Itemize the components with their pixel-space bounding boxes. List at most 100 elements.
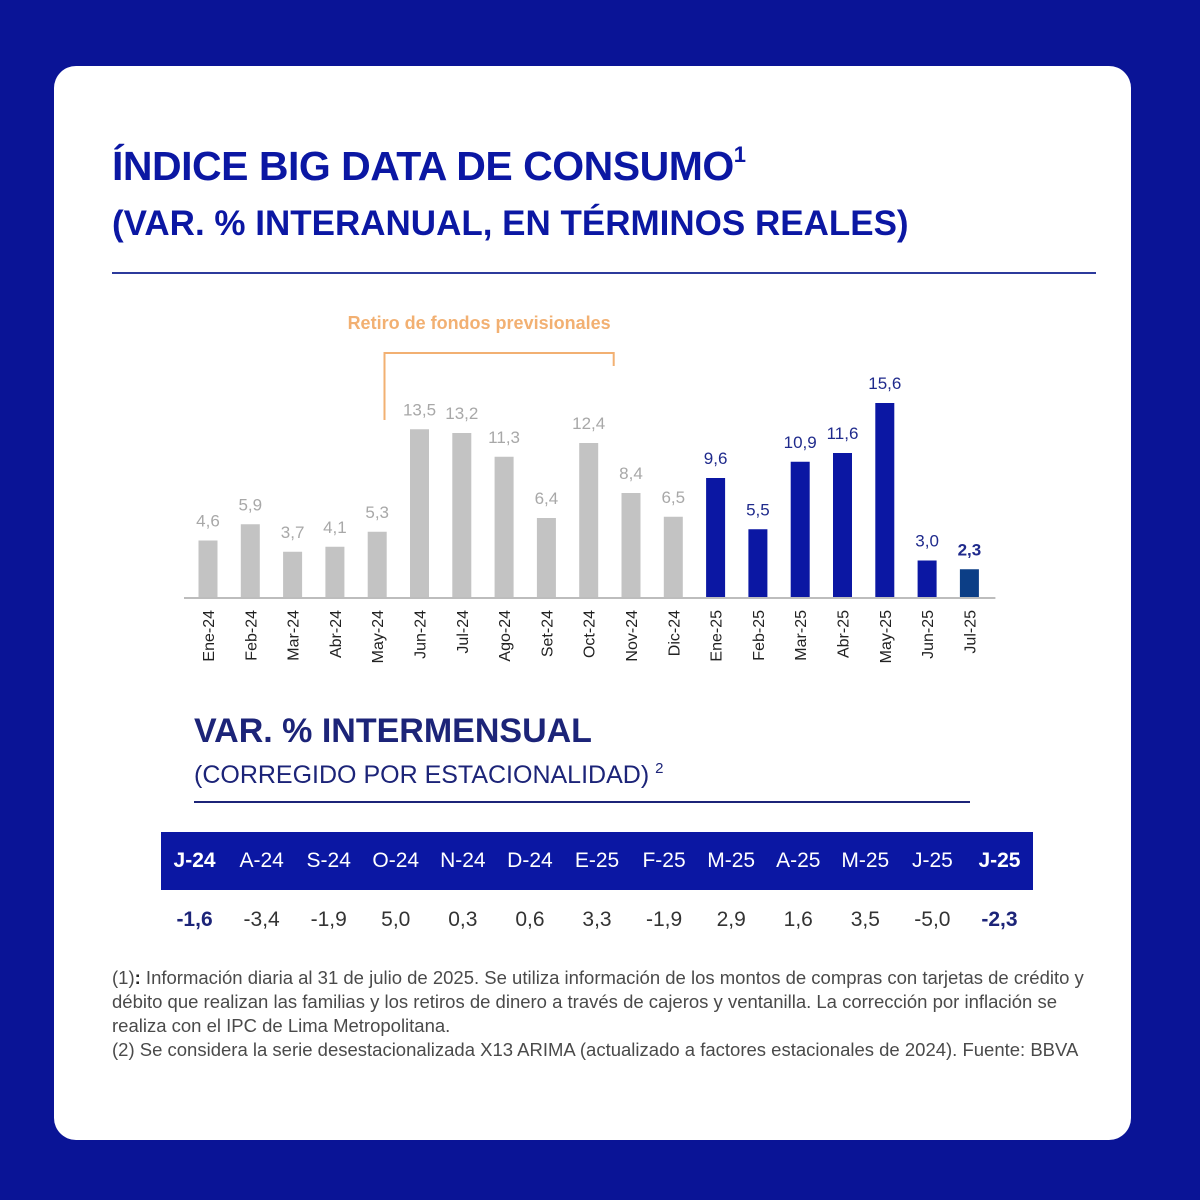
bar-jul-24 (452, 433, 472, 598)
footnote-1-text: Información diaria al 31 de julio de 202… (112, 967, 1084, 1036)
footnote-2: (2) Se considera la serie desestacionali… (112, 1039, 1079, 1060)
value-label-ago-24: 11,3 (488, 428, 520, 447)
bar-ago-24 (494, 456, 514, 598)
mom-header-cell: M-25 (841, 849, 890, 872)
x-tick-may-25: May-25 (878, 610, 895, 663)
mom-value-cell: 5,0 (381, 908, 411, 931)
mom-header-cell: O-24 (372, 849, 420, 872)
x-tick-ago-24: Ago-24 (497, 610, 514, 662)
x-tick-feb-24: Feb-24 (243, 610, 260, 661)
x-tick-labels: Ene-24 Feb-24 Mar-24 Abr-24 May-24 Jun-24 Jul-… (201, 610, 979, 663)
mom-value-cell: -1,6 (176, 908, 213, 931)
bar-mar-24 (283, 551, 303, 598)
annotation-bracket (383, 352, 615, 420)
footnote-1: (1): Información diaria al 31 de julio d… (112, 966, 1102, 1038)
x-tick-feb-25: Feb-25 (751, 610, 768, 661)
value-label-jun-24: 13,5 (403, 400, 436, 419)
value-label-oct-24: 12,4 (572, 414, 605, 433)
bar-abr-25 (833, 453, 852, 598)
x-tick-oct-24: Oct-24 (582, 610, 599, 658)
annotation-label: Retiro de fondos previsionales (348, 313, 611, 333)
bar-jul-25 (959, 569, 979, 598)
bar-ene-24 (198, 540, 218, 598)
mom-value-cell: -1,9 (645, 908, 683, 931)
value-label-dic-24: 6,5 (661, 488, 685, 507)
bar-feb-24 (240, 524, 260, 598)
value-label-feb-24: 5,9 (238, 495, 262, 514)
footnotes: (1): Información diaria al 31 de julio d… (112, 966, 1102, 1062)
mom-values-row: -1,6 -3,4 -1,9 5,0 0,3 0,6 3,3 -1,9 2,9 1,6 3,5 -5,… (161, 890, 1033, 950)
title-divider (112, 272, 1096, 274)
mom-header-cell: J-25 (978, 849, 1021, 872)
bar-ene-25 (706, 478, 726, 598)
value-labels: 4,6 5,9 3,7 4,1 5,3 13,5 13,2 11,3 6,4 12,4 8,4 6,5… (196, 374, 981, 559)
bar-series (198, 403, 979, 598)
mom-value-cell: -1,9 (310, 908, 347, 931)
mom-value-cell: 3,3 (582, 908, 612, 931)
x-tick-ene-25: Ene-25 (709, 610, 726, 662)
x-tick-may-24: May-24 (370, 610, 387, 663)
mom-value-cell: 0,6 (515, 908, 545, 931)
mom-value-cell: -5,0 (914, 908, 951, 931)
mom-table: J-24 A-24 S-24 O-24 N-24 D-24 E-25 F-25 M-25 A-25… (161, 832, 1033, 950)
bar-jun-25 (917, 560, 937, 598)
page-subtitle: (VAR. % INTERANUAL, EN TÉRMINOS REALES) (112, 204, 909, 243)
value-label-abr-24: 4,1 (323, 518, 347, 537)
x-tick-jul-24: Jul-24 (455, 610, 472, 654)
x-tick-abr-24: Abr-24 (328, 610, 345, 658)
mom-value-cell: 1,6 (783, 908, 813, 931)
mom-header-row: J-24 A-24 S-24 O-24 N-24 D-24 E-25 F-25 M-25 A-25… (161, 832, 1033, 890)
mom-header-cell: F-25 (642, 849, 686, 872)
mom-header-cell: E-25 (574, 849, 620, 872)
mom-header-cell: M-25 (707, 849, 756, 872)
bar-mar-25 (790, 461, 810, 598)
mom-header-cell: A-25 (776, 849, 821, 872)
x-tick-mar-25: Mar-25 (793, 610, 810, 661)
value-label-feb-25: 5,5 (746, 500, 770, 519)
value-label-set-24: 6,4 (535, 489, 559, 508)
mom-header-cell: S-24 (306, 849, 351, 872)
value-label-jul-24: 13,2 (445, 404, 478, 423)
value-label-may-24: 5,3 (365, 503, 389, 522)
bar-set-24 (536, 518, 556, 598)
value-label-abr-25: 11,6 (827, 424, 859, 443)
x-tick-set-24: Set-24 (539, 610, 556, 657)
mom-value-cell: 2,9 (716, 908, 746, 931)
bar-may-25 (875, 403, 895, 598)
page-title: ÍNDICE BIG DATA DE CONSUMO1 (112, 142, 746, 190)
footnote-1-marker: (1) (112, 967, 135, 988)
mom-divider (194, 801, 970, 803)
value-label-ene-25: 9,6 (704, 449, 728, 468)
mom-header-cell: J-24 (173, 849, 216, 872)
bar-abr-24 (325, 546, 345, 598)
x-tick-dic-24: Dic-24 (666, 610, 683, 656)
mom-section-subtitle: (CORREGIDO POR ESTACIONALIDAD) 2 (194, 760, 663, 790)
bar-may-24 (367, 531, 387, 598)
mom-header-cell: N-24 (440, 849, 486, 872)
infographic-card: ÍNDICE BIG DATA DE CONSUMO1 (VAR. % INTE… (54, 66, 1131, 1140)
mom-header-cell: D-24 (507, 849, 553, 872)
x-tick-jun-24: Jun-24 (413, 610, 430, 659)
yoy-bar-chart: Retiro de fondos previsionales 4,6 5,9 3,7… (184, 313, 996, 663)
value-label-ene-24: 4,6 (196, 512, 220, 531)
mom-value-cell: -2,3 (981, 908, 1018, 931)
value-label-jun-25: 3,0 (915, 532, 939, 551)
mom-header-cell: J-25 (911, 849, 953, 872)
mom-section-title: VAR. % INTERMENSUAL (194, 712, 592, 750)
x-tick-nov-24: Nov-24 (624, 610, 641, 662)
x-tick-jul-25: Jul-25 (962, 610, 979, 654)
mom-value-cell: 0,3 (448, 908, 478, 931)
title-text: ÍNDICE BIG DATA DE CONSUMO (112, 143, 734, 189)
mom-value-cell: 3,5 (850, 908, 880, 931)
value-label-may-25: 15,6 (868, 374, 901, 393)
bar-feb-25 (748, 529, 768, 598)
footnote-1-colon: : (134, 967, 141, 988)
bar-jun-24 (410, 429, 429, 598)
x-tick-ene-24: Ene-24 (201, 610, 218, 662)
pension-withdrawal-annotation: Retiro de fondos previsionales (348, 313, 615, 420)
mom-value-cell: -3,4 (243, 908, 280, 931)
value-label-jul-25: 2,3 (958, 540, 982, 559)
value-label-mar-25: 10,9 (784, 433, 817, 452)
mom-header-cell: A-24 (239, 849, 284, 872)
mom-footnote-mark: 2 (655, 760, 664, 777)
